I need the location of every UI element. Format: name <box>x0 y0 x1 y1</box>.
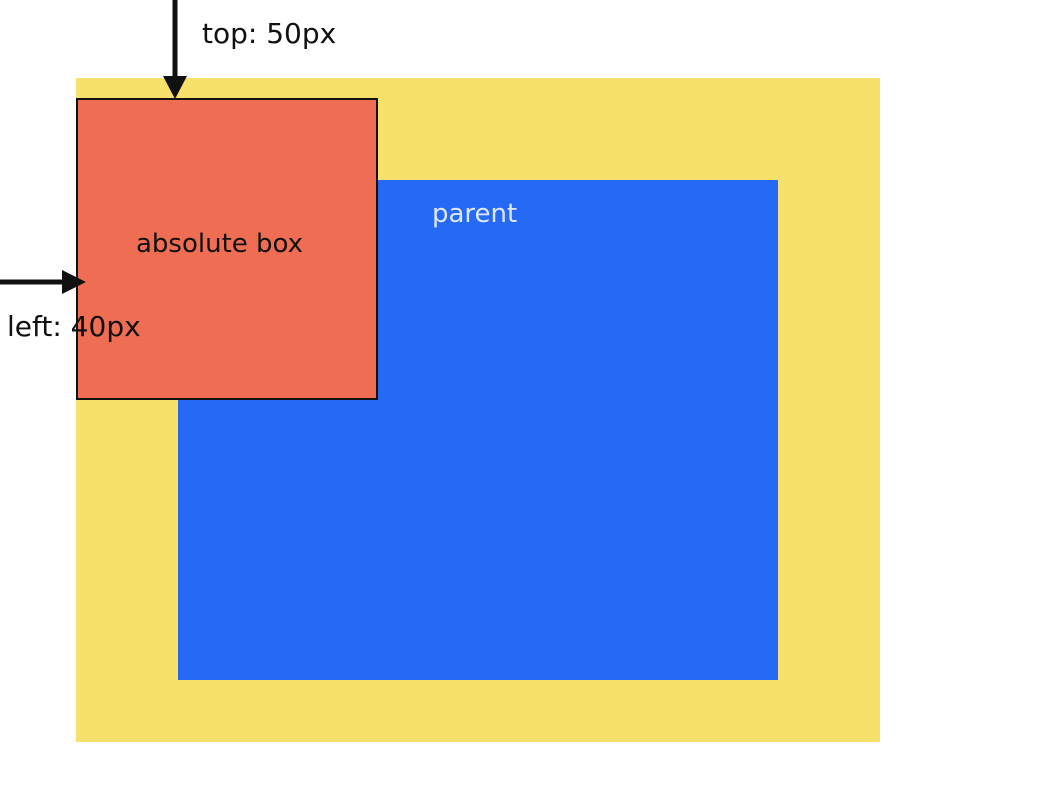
left-arrow <box>0 270 86 294</box>
top-arrow <box>163 0 187 99</box>
top-offset-label: top: 50px <box>202 17 337 50</box>
absolute-box-label: absolute box <box>136 229 304 259</box>
parent-label: parent <box>432 199 518 229</box>
left-offset-label: left: 40px <box>7 310 141 343</box>
absolute-box <box>76 98 378 400</box>
